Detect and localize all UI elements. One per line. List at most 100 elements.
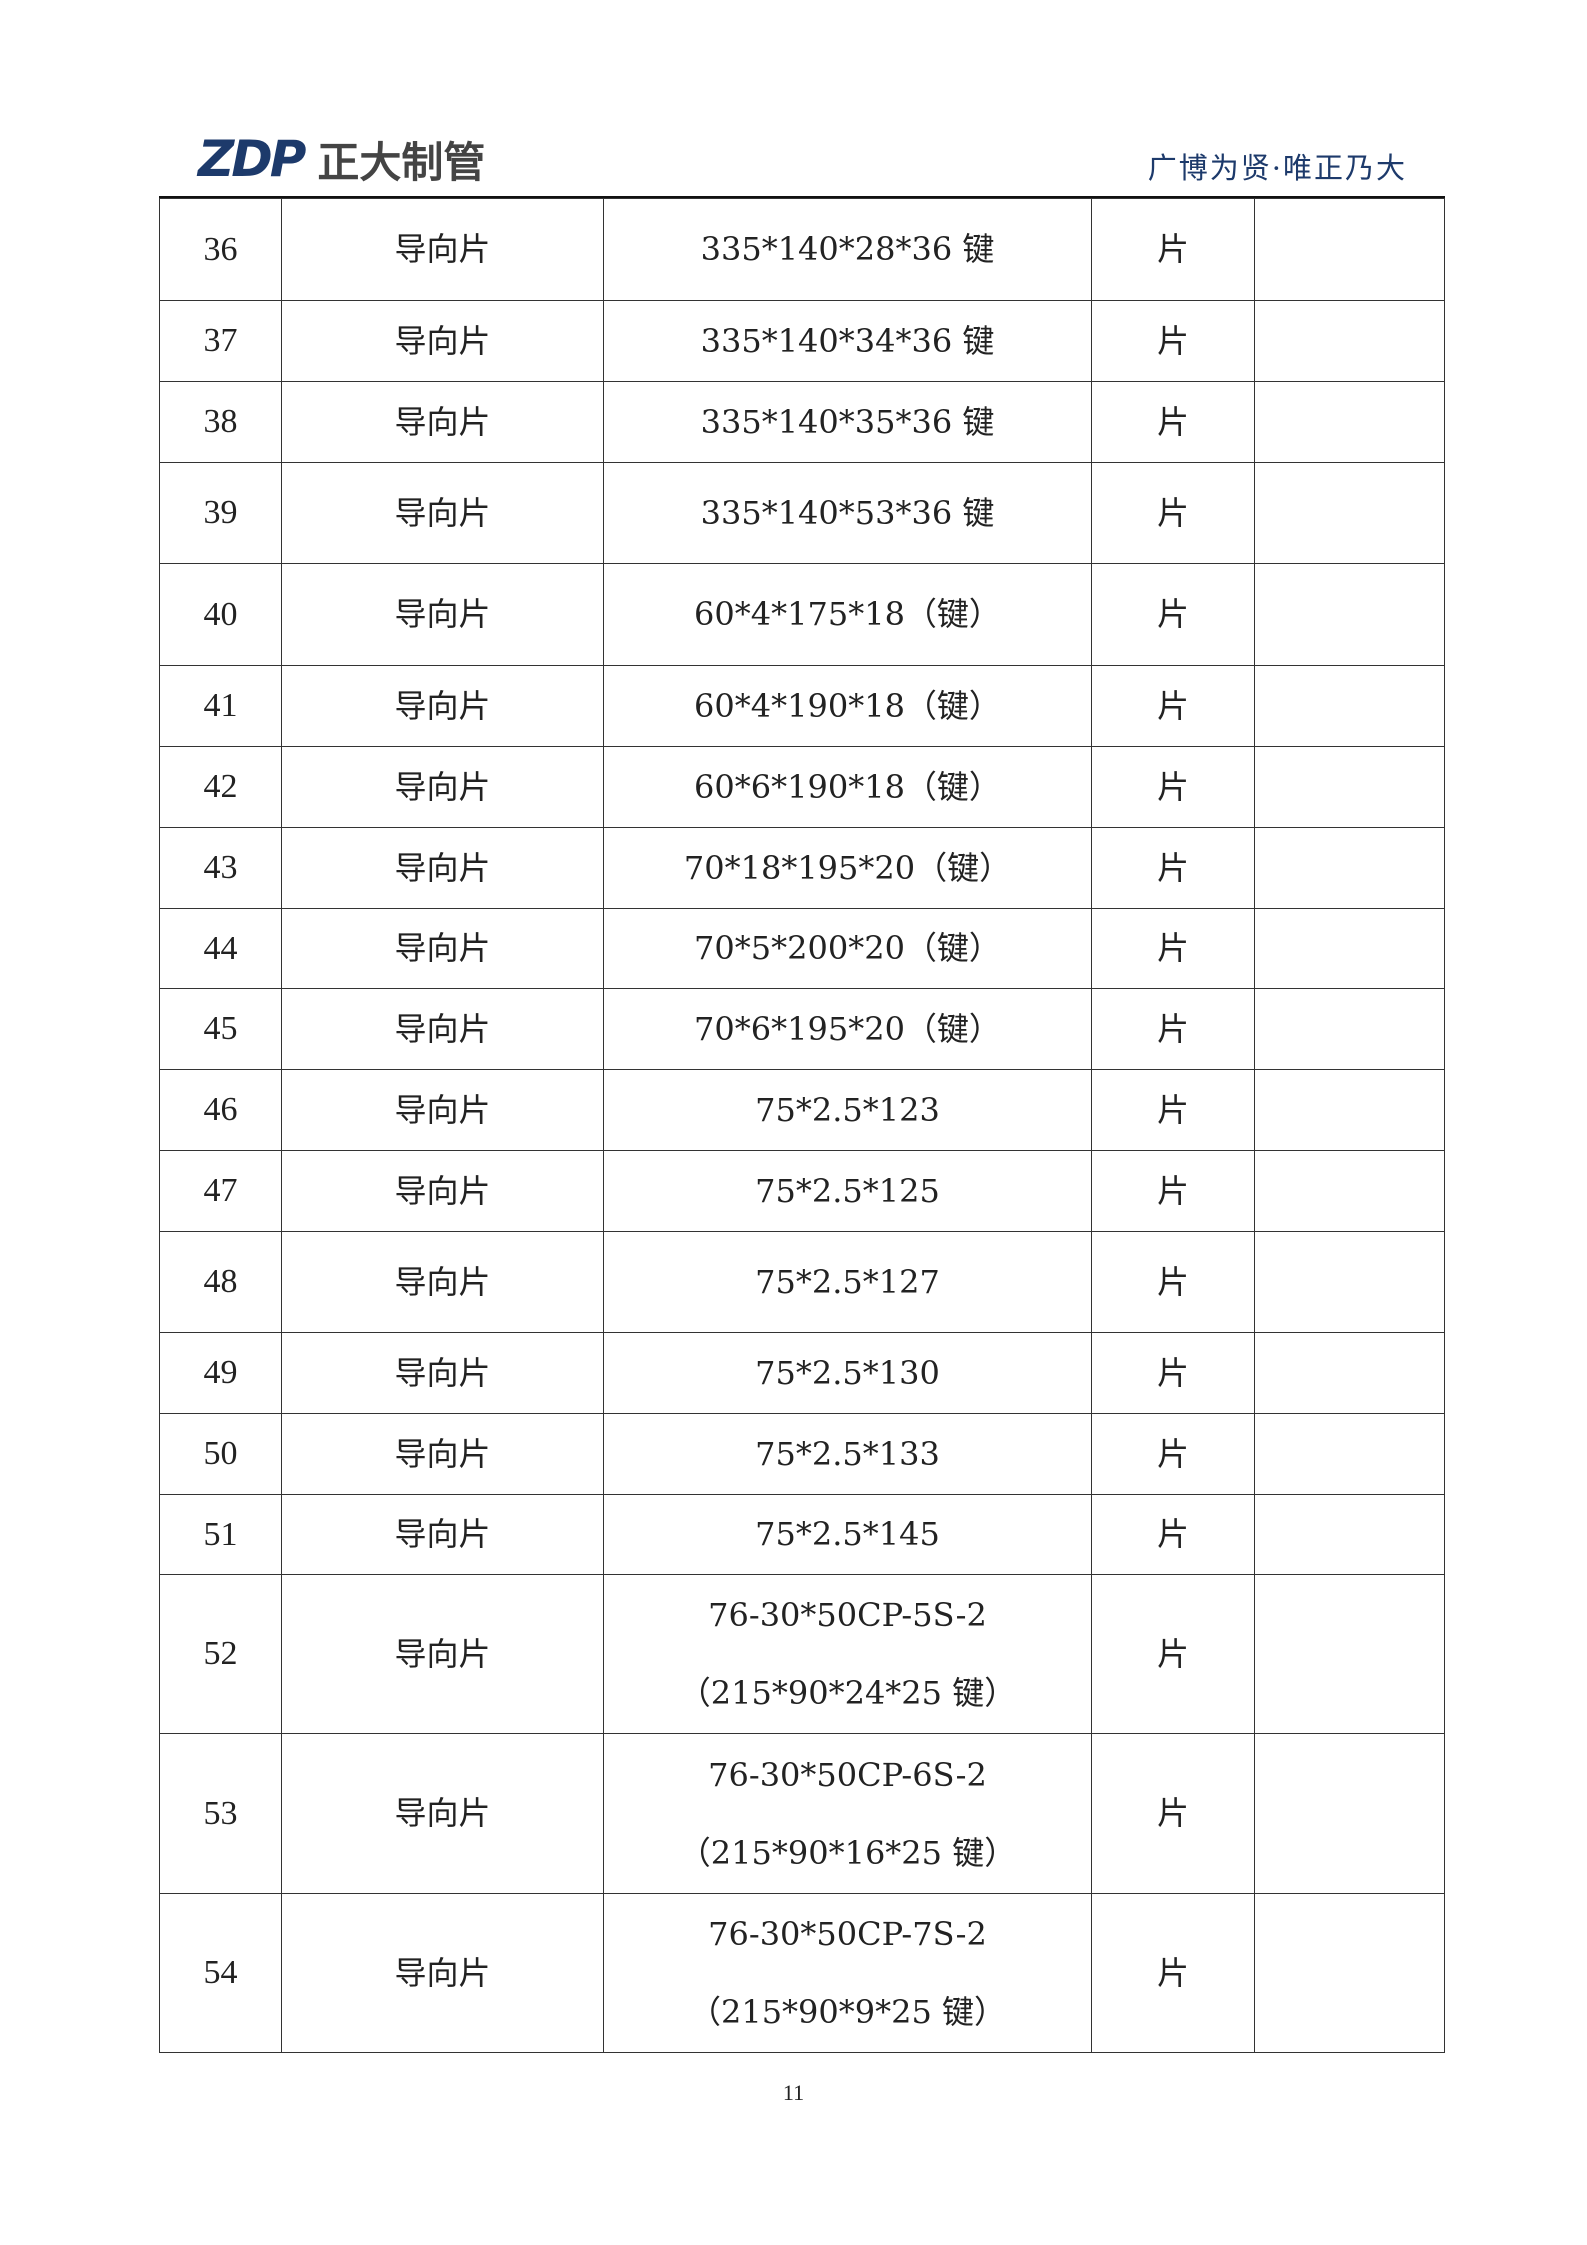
item-note: [1254, 1413, 1445, 1495]
row-number: 54: [159, 1893, 282, 2053]
item-note: [1254, 665, 1445, 747]
item-note: [1254, 198, 1445, 301]
item-unit: 片: [1091, 1069, 1255, 1151]
spec-line: 335*140*28*36 键: [700, 230, 995, 269]
spec-line: 76-30*50CP-5S-2: [708, 1596, 987, 1634]
spec-line: 335*140*35*36 键: [700, 402, 995, 441]
item-note: [1254, 563, 1445, 666]
item-name: 导向片: [281, 1574, 604, 1734]
spec-line: 75*2.5*133: [755, 1434, 940, 1473]
item-note: [1254, 988, 1445, 1070]
table-row: 46 导向片 75*2.5*123 片: [159, 1069, 1445, 1151]
item-unit: 片: [1091, 908, 1255, 989]
item-unit: 片: [1091, 665, 1255, 747]
spec-line: 75*2.5*145: [755, 1515, 940, 1554]
table-row: 42 导向片 60*6*190*18（键） 片: [159, 746, 1445, 828]
spec-line: 75*2.5*130: [755, 1353, 940, 1392]
page-number: 11: [782, 2080, 805, 2105]
item-note: [1254, 908, 1445, 989]
spec-line: 75*2.5*127: [755, 1262, 940, 1301]
table-row: 38 导向片 335*140*35*36 键 片: [159, 381, 1445, 463]
item-spec: 70*6*195*20（键）: [603, 988, 1092, 1070]
item-name: 导向片: [281, 1150, 604, 1232]
row-number: 38: [159, 381, 282, 463]
item-spec: 76-30*50CP-7S-2 （215*90*9*25 键）: [603, 1893, 1092, 2053]
table-row: 37 导向片 335*140*34*36 键 片: [159, 300, 1445, 382]
item-note: [1254, 1150, 1445, 1232]
item-spec: 75*2.5*145: [603, 1494, 1092, 1575]
item-unit: 片: [1091, 827, 1255, 909]
table-row: 48 导向片 75*2.5*127 片: [159, 1231, 1445, 1333]
table-row: 45 导向片 70*6*195*20（键） 片: [159, 988, 1445, 1070]
table-row: 44 导向片 70*5*200*20（键） 片: [159, 908, 1445, 989]
item-spec: 70*18*195*20（键）: [603, 827, 1092, 909]
item-spec: 335*140*35*36 键: [603, 381, 1092, 463]
row-number: 53: [159, 1733, 282, 1894]
item-unit: 片: [1091, 1413, 1255, 1495]
item-name: 导向片: [281, 665, 604, 747]
row-number: 43: [159, 827, 282, 909]
logo-mark: ZDP: [198, 130, 306, 188]
item-name: 导向片: [281, 908, 604, 989]
spec-line: 60*4*190*18（键）: [694, 686, 1001, 725]
item-note: [1254, 1733, 1445, 1894]
row-number: 51: [159, 1494, 282, 1575]
tagline: 广博为贤·唯正乃大: [1147, 151, 1407, 185]
item-unit: 片: [1091, 1332, 1255, 1414]
item-spec: 76-30*50CP-5S-2 （215*90*24*25 键）: [603, 1574, 1092, 1734]
item-note: [1254, 381, 1445, 463]
spec-line: （215*90*24*25 键）: [678, 1674, 1017, 1712]
item-unit: 片: [1091, 1733, 1255, 1894]
item-unit: 片: [1091, 198, 1255, 301]
spec-line: 76-30*50CP-7S-2: [708, 1915, 987, 1953]
item-name: 导向片: [281, 1332, 604, 1414]
spec-line: 335*140*53*36 键: [700, 493, 995, 532]
item-unit: 片: [1091, 381, 1255, 463]
row-number: 45: [159, 988, 282, 1070]
item-name: 导向片: [281, 1733, 604, 1894]
item-name: 导向片: [281, 988, 604, 1070]
item-spec: 335*140*34*36 键: [603, 300, 1092, 382]
item-unit: 片: [1091, 563, 1255, 666]
spec-line: 70*5*200*20（键）: [694, 929, 1001, 968]
item-note: [1254, 1893, 1445, 2053]
item-note: [1254, 1231, 1445, 1333]
spec-line: （215*90*16*25 键）: [678, 1833, 1017, 1872]
item-name: 导向片: [281, 1069, 604, 1151]
item-name: 导向片: [281, 563, 604, 666]
row-number: 50: [159, 1413, 282, 1495]
table-row: 36 导向片 335*140*28*36 键 片: [159, 198, 1445, 301]
spec-line: 75*2.5*125: [755, 1171, 940, 1210]
item-unit: 片: [1091, 1893, 1255, 2053]
item-unit: 片: [1091, 746, 1255, 828]
spec-line: 76-30*50CP-6S-2: [708, 1755, 987, 1794]
item-spec: 75*2.5*127: [603, 1231, 1092, 1333]
row-number: 37: [159, 300, 282, 382]
logo-text: 正大制管: [317, 137, 486, 187]
item-unit: 片: [1091, 1231, 1255, 1333]
table-row: 52 导向片 76-30*50CP-5S-2 （215*90*24*25 键） 片: [159, 1574, 1445, 1734]
table-row: 39 导向片 335*140*53*36 键 片: [159, 462, 1445, 564]
header-rule: [159, 196, 1445, 199]
item-name: 导向片: [281, 381, 604, 463]
item-note: [1254, 300, 1445, 382]
spec-line: 75*2.5*123: [755, 1090, 940, 1129]
item-name: 导向片: [281, 300, 604, 382]
table-row: 47 导向片 75*2.5*125 片: [159, 1150, 1445, 1232]
spec-line: 60*4*175*18（键）: [694, 595, 1001, 634]
item-name: 导向片: [281, 1893, 604, 2053]
company-logo: ZDP 正大制管: [198, 130, 485, 188]
row-number: 40: [159, 563, 282, 666]
item-spec: 75*2.5*125: [603, 1150, 1092, 1232]
item-name: 导向片: [281, 198, 604, 301]
item-spec: 75*2.5*123: [603, 1069, 1092, 1151]
spec-line: 60*6*190*18（键）: [694, 767, 1001, 806]
item-unit: 片: [1091, 462, 1255, 564]
item-unit: 片: [1091, 300, 1255, 382]
table-row: 50 导向片 75*2.5*133 片: [159, 1413, 1445, 1495]
item-name: 导向片: [281, 1494, 604, 1575]
item-spec: 60*4*190*18（键）: [603, 665, 1092, 747]
item-note: [1254, 1069, 1445, 1151]
item-name: 导向片: [281, 1413, 604, 1495]
item-note: [1254, 746, 1445, 828]
